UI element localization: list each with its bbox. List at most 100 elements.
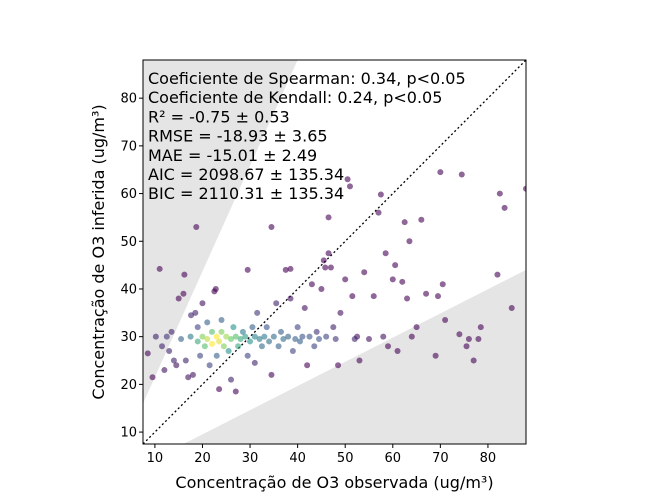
data-point xyxy=(193,223,200,230)
stat-line: AIC = 2098.67 ± 135.34 xyxy=(148,165,344,184)
data-point xyxy=(235,343,242,350)
data-point xyxy=(406,238,413,245)
data-point xyxy=(261,333,268,340)
data-point xyxy=(423,290,430,297)
shaded-region-upper-wedge xyxy=(143,60,298,404)
data-point xyxy=(228,336,235,343)
data-point xyxy=(194,324,201,331)
y-tick-label: 20 xyxy=(120,378,137,393)
y-axis-ticks: 10 20 30 40 50 60 70 80 xyxy=(120,92,143,441)
data-point xyxy=(199,333,206,340)
data-point xyxy=(163,333,170,340)
x-tick-label: 60 xyxy=(385,451,402,466)
data-point xyxy=(404,295,411,302)
x-tick-label: 50 xyxy=(337,451,354,466)
data-point xyxy=(178,336,185,343)
data-point xyxy=(392,262,399,269)
data-point xyxy=(182,357,189,364)
data-point xyxy=(168,328,175,335)
data-point xyxy=(213,352,220,359)
data-point xyxy=(277,328,284,335)
data-point xyxy=(242,333,249,340)
data-point xyxy=(330,324,337,331)
data-point xyxy=(166,347,173,354)
data-point xyxy=(313,328,320,335)
data-point xyxy=(180,290,187,297)
data-point xyxy=(399,278,406,285)
plot-frame xyxy=(142,59,527,445)
data-point xyxy=(523,185,526,192)
data-point xyxy=(408,333,415,340)
data-point xyxy=(351,336,358,343)
data-point xyxy=(316,336,323,343)
data-point xyxy=(385,343,392,350)
data-point xyxy=(189,371,196,378)
data-point xyxy=(375,209,382,216)
data-point xyxy=(394,347,401,354)
data-point xyxy=(161,367,168,374)
data-point xyxy=(508,305,515,312)
data-point xyxy=(204,319,211,326)
y-tick-label: 70 xyxy=(120,139,137,154)
data-point xyxy=(323,333,330,340)
data-point xyxy=(213,333,220,340)
stat-line: Coeficiente de Kendall: 0.24, p<0.05 xyxy=(148,88,442,107)
data-point xyxy=(256,336,263,343)
data-point xyxy=(308,281,315,288)
y-tick-label: 30 xyxy=(120,330,137,345)
data-point xyxy=(251,333,258,340)
data-point xyxy=(413,324,420,331)
data-point xyxy=(494,271,501,278)
data-point xyxy=(149,374,156,381)
data-point xyxy=(299,333,306,340)
data-point xyxy=(346,183,353,190)
y-tick-label: 40 xyxy=(120,282,137,297)
data-point xyxy=(294,324,301,331)
data-point xyxy=(361,269,368,276)
data-point xyxy=(456,331,463,338)
data-point xyxy=(173,362,180,369)
data-point xyxy=(327,264,334,271)
x-axis-ticks: 10 20 30 40 50 60 70 80 xyxy=(147,444,496,466)
data-point xyxy=(432,352,439,359)
data-point xyxy=(181,271,188,278)
x-tick-label: 20 xyxy=(194,451,211,466)
stat-line: Coeficiente de Spearman: 0.34, p<0.05 xyxy=(148,69,466,88)
y-tick-label: 10 xyxy=(120,426,137,441)
data-point xyxy=(282,266,289,273)
data-point xyxy=(218,328,225,335)
data-point xyxy=(401,219,408,226)
data-point xyxy=(289,347,296,354)
data-point xyxy=(356,357,363,364)
data-point xyxy=(304,362,311,369)
data-point xyxy=(365,336,372,343)
data-point xyxy=(208,340,215,347)
identity-line xyxy=(143,60,526,444)
data-point xyxy=(389,276,396,283)
data-point xyxy=(220,343,227,350)
data-point xyxy=(380,333,387,340)
data-point xyxy=(418,216,425,223)
data-point xyxy=(349,293,356,300)
data-point xyxy=(258,343,265,350)
data-point xyxy=(156,265,163,272)
data-point xyxy=(216,338,223,345)
data-point xyxy=(273,300,280,307)
data-point xyxy=(465,336,472,343)
data-point xyxy=(297,338,304,345)
data-point xyxy=(204,336,211,343)
data-point xyxy=(301,305,308,312)
data-point xyxy=(311,343,318,350)
x-tick-label: 30 xyxy=(242,451,259,466)
data-point xyxy=(194,338,201,345)
data-point xyxy=(322,264,329,271)
data-point xyxy=(232,388,239,395)
x-tick-label: 10 xyxy=(147,451,164,466)
stat-line: RMSE = -18.93 ± 3.65 xyxy=(148,127,328,146)
data-point xyxy=(197,352,204,359)
data-point xyxy=(268,223,275,230)
data-point xyxy=(228,376,235,383)
stat-line: BIC = 2110.31 ± 135.34 xyxy=(148,184,344,203)
shaded-region-lower-wedge xyxy=(183,269,526,444)
data-point xyxy=(159,343,166,350)
